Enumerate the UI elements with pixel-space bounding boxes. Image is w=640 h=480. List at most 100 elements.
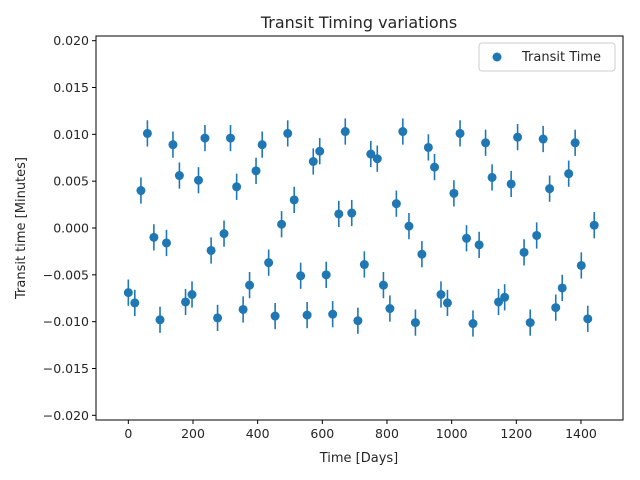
data-point xyxy=(545,184,555,194)
data-point xyxy=(270,311,280,321)
data-point xyxy=(308,157,318,167)
data-point xyxy=(219,229,229,239)
data-point xyxy=(378,280,388,290)
data-point xyxy=(283,128,293,138)
data-point xyxy=(238,304,248,314)
data-point xyxy=(353,316,363,326)
y-tick-label: −0.005 xyxy=(43,267,89,282)
data-point xyxy=(404,221,414,231)
data-point xyxy=(423,142,433,152)
y-tick-label: 0.010 xyxy=(53,127,89,142)
data-point xyxy=(442,298,452,308)
data-point xyxy=(251,166,261,176)
data-point xyxy=(347,208,357,218)
data-point xyxy=(257,140,267,150)
axis-ticks: 0 200 400 600 800 1000 1200 1400 −0.020 −0.015 −0.… xyxy=(43,33,597,441)
y-tick-label: −0.015 xyxy=(43,361,89,376)
data-points xyxy=(123,118,599,337)
data-point xyxy=(174,171,184,181)
data-point xyxy=(142,128,152,138)
data-point xyxy=(455,128,465,138)
data-point xyxy=(136,186,146,196)
data-point xyxy=(155,315,165,325)
data-point xyxy=(296,271,306,281)
x-tick-label: 0 xyxy=(124,426,132,441)
data-point xyxy=(576,260,586,270)
data-point xyxy=(187,289,197,299)
data-point xyxy=(334,209,344,219)
data-point xyxy=(366,149,376,159)
legend-label: Transit Time xyxy=(521,50,601,65)
data-point xyxy=(161,238,171,248)
x-axis-label: Time [Days] xyxy=(319,451,399,466)
data-point xyxy=(206,245,216,255)
data-point xyxy=(468,319,478,329)
legend: Transit Time xyxy=(478,42,616,72)
data-point xyxy=(200,133,210,143)
data-point xyxy=(564,169,574,179)
legend-marker xyxy=(492,52,502,62)
data-point xyxy=(506,179,516,189)
data-point xyxy=(570,138,580,148)
data-point xyxy=(328,309,338,319)
data-point xyxy=(538,134,548,144)
data-point xyxy=(289,195,299,205)
data-point xyxy=(557,283,567,293)
data-point xyxy=(321,270,331,280)
plot-frame xyxy=(95,35,624,421)
y-tick-label: 0.020 xyxy=(53,33,89,48)
y-tick-label: −0.020 xyxy=(43,408,89,423)
data-point xyxy=(481,138,491,148)
data-point xyxy=(513,132,523,142)
data-point xyxy=(193,175,203,185)
y-tick-label: 0.015 xyxy=(53,80,89,95)
y-tick-label: −0.010 xyxy=(43,314,89,329)
data-point xyxy=(551,303,561,313)
data-point xyxy=(462,233,472,243)
chart-title: Transit Timing variations xyxy=(260,13,457,32)
x-tick-label: 1200 xyxy=(500,426,532,441)
x-tick-label: 600 xyxy=(310,426,334,441)
data-point xyxy=(436,289,446,299)
data-point xyxy=(149,232,159,242)
y-tick-label: 0.005 xyxy=(53,174,89,189)
x-tick-label: 200 xyxy=(181,426,205,441)
x-tick-label: 1000 xyxy=(436,426,468,441)
x-tick-label: 1400 xyxy=(565,426,597,441)
data-point xyxy=(583,314,593,324)
data-point xyxy=(232,182,242,192)
x-tick-label: 400 xyxy=(246,426,270,441)
data-point xyxy=(417,249,427,259)
y-tick-label: 0.000 xyxy=(53,221,89,236)
data-point xyxy=(474,240,484,250)
data-point xyxy=(181,297,191,307)
data-point xyxy=(487,172,497,182)
data-point xyxy=(245,280,255,290)
data-point xyxy=(130,298,140,308)
data-point xyxy=(519,247,529,257)
data-point xyxy=(372,154,382,164)
y-axis-label: Transit time [Minutes] xyxy=(14,157,29,300)
data-point xyxy=(398,127,408,137)
data-point xyxy=(525,318,535,328)
data-point xyxy=(123,288,133,298)
data-point xyxy=(302,310,312,320)
data-point xyxy=(359,260,369,270)
data-point xyxy=(225,133,235,143)
legend-box xyxy=(478,42,616,72)
data-point xyxy=(315,146,325,156)
data-point xyxy=(385,304,395,314)
data-point xyxy=(264,258,274,268)
data-point xyxy=(391,199,401,209)
data-point xyxy=(500,292,510,302)
data-point xyxy=(449,188,459,198)
data-point xyxy=(494,297,504,307)
data-point xyxy=(340,127,350,137)
data-point xyxy=(213,313,223,323)
data-point xyxy=(410,318,420,328)
data-point xyxy=(589,220,599,230)
data-point xyxy=(430,162,440,172)
data-point xyxy=(532,230,542,240)
data-point xyxy=(168,140,178,150)
